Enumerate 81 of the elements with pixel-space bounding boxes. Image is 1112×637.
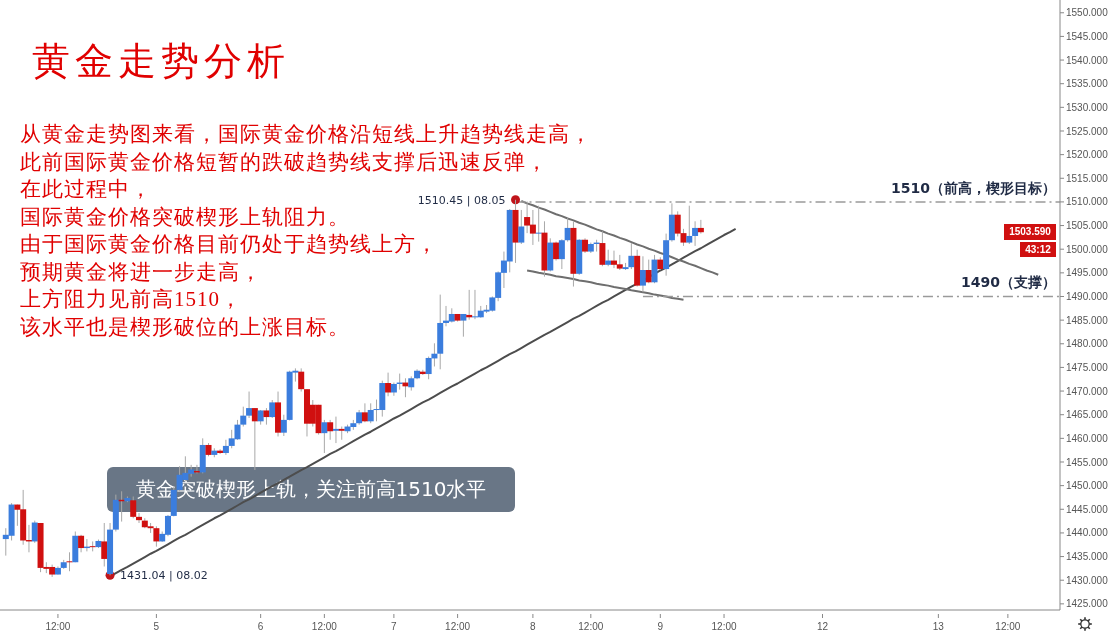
candlestick [518,209,525,245]
y-tick-label: 1465.000 [1066,409,1109,421]
candlestick [697,219,704,235]
annotation: 上方阻力见前高1510， [20,286,243,313]
x-tick-label: 8 [530,621,537,632]
candlestick [332,416,339,444]
candlestick [136,512,143,524]
y-tick-label: 1435.000 [1066,551,1109,563]
x-tick-label: 5 [153,621,160,632]
y-tick-label: 1530.000 [1066,101,1109,113]
candlestick [321,419,328,454]
candlestick [692,220,699,247]
candlestick [101,522,108,567]
y-tick-label: 1505.000 [1066,220,1109,232]
candlestick [222,439,229,456]
annotation: 1503.590 [1004,224,1056,241]
candlestick [651,254,658,284]
x-tick-label: 6 [257,621,264,632]
candlestick [639,255,646,293]
annotation: 由于国际黄金价格目前仍处于趋势线上方， [20,231,439,258]
text: 黄金走势分析 [32,39,290,84]
candlestick [251,407,258,471]
annotation: 此前国际黄金价格短暂的跌破趋势线支撑后迅速反弹， [20,148,549,176]
candlestick [553,241,560,262]
y-tick-label: 1430.000 [1066,574,1109,586]
y-tick-label: 1470.000 [1066,385,1109,397]
annotation: 从黄金走势图来看，国际黄金价格沿短线上升趋势线走高， [20,121,592,148]
candlestick [599,230,606,267]
x-tick-label: 13 [932,621,945,632]
y-tick-label: 1510.000 [1066,196,1109,208]
x-tick-label: 7 [391,621,398,632]
y-tick-label: 1485.000 [1066,314,1109,326]
y-tick-label: 1550.000 [1066,7,1109,19]
candlestick [645,259,652,284]
x-tick-label: 12:00 [445,621,471,632]
annotation: 43:12 [1020,242,1056,258]
y-tick-label: 1450.000 [1066,480,1109,492]
series-label: 1510（前高，楔形目标） [891,179,1056,196]
annotation: 该水平也是楔形破位的上涨目标。 [20,313,351,341]
y-tick-label: 1460.000 [1066,432,1109,444]
y-tick-label: 1490.000 [1066,291,1109,303]
candlestick [327,419,334,441]
y-tick-label: 1455.000 [1066,456,1109,468]
y-tick-label: 1475.000 [1066,361,1109,373]
y-tick-label: 1480.000 [1066,338,1109,350]
candlestick [367,402,374,424]
y-tick-label: 1535.000 [1066,78,1109,90]
candlestick [130,496,137,519]
y-tick-label: 1545.000 [1066,30,1109,42]
annotation: 1431.04 | 08.02 [120,569,208,583]
candlestick [31,520,38,544]
candlestick [385,372,392,397]
annotation: 在此过程中， [20,177,152,201]
y-tick-label: 1495.000 [1066,267,1109,279]
x-tick-label: 12:00 [45,621,71,632]
annotation: 预期黄金将进一步走高， [20,258,263,286]
y-tick-label: 1515.000 [1066,172,1109,184]
candlestick [240,406,247,428]
y-tick-label: 1520.000 [1066,149,1109,161]
y-tick-label: 1500.000 [1066,243,1109,255]
annotation: 1510.45 | 08.05 [417,193,506,207]
candlestick [361,402,368,423]
annotation: 国际黄金价格突破楔形上轨阻力。 [20,204,350,229]
candlestick [686,205,693,245]
line-series [526,269,685,301]
x-tick-label: 12:00 [578,621,604,632]
y-tick-label: 1445.000 [1066,503,1109,515]
y-tick-label: 1525.000 [1066,125,1109,137]
y-tick-label: 1540.000 [1066,54,1109,66]
x-tick-label: 9 [657,621,664,632]
x-tick-label: 12:00 [995,621,1021,632]
candlestick [280,414,287,437]
candlestick [246,391,253,419]
candlestick [558,238,565,270]
x-tick-label: 12:00 [311,621,338,632]
y-tick-label: 1425.000 [1066,598,1109,610]
x-tick-label: 12 [816,621,829,632]
y-tick-label: 1440.000 [1066,527,1109,539]
series-label: 1490（支撑） [961,274,1056,291]
x-tick-label: 12:00 [711,621,737,632]
candlestick [298,367,305,393]
